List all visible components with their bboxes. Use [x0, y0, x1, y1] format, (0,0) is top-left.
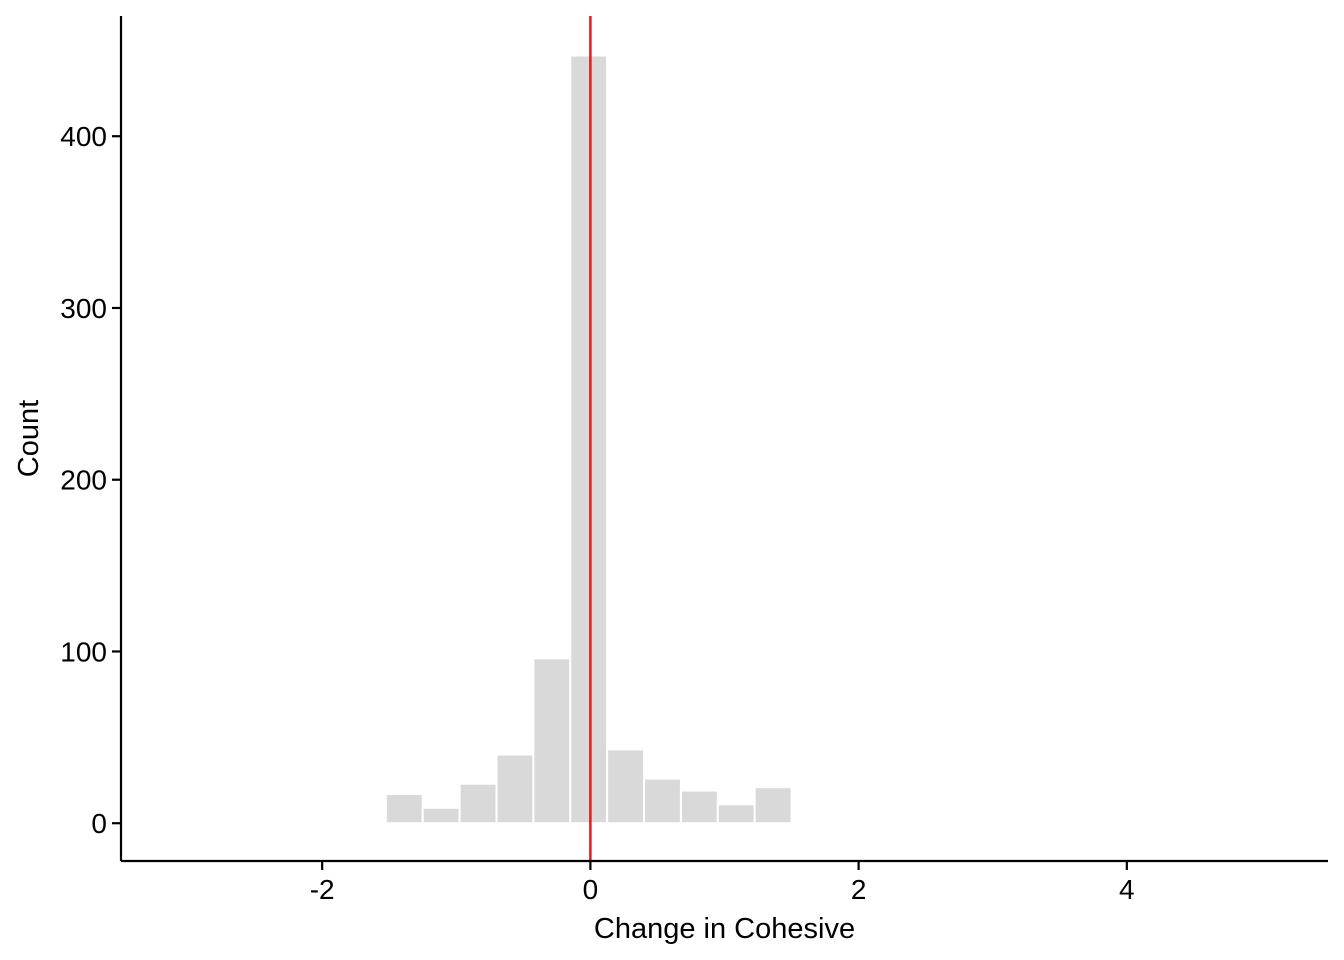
histogram-bar-7: [606, 748, 646, 825]
histogram-bar-3: [458, 782, 498, 825]
histogram-bars: [274, 54, 941, 825]
histogram-bar-9: [679, 789, 719, 825]
x-tick-label: 0: [583, 874, 599, 905]
histogram-bar-0: [274, 820, 314, 825]
y-axis-title: Count: [13, 400, 45, 477]
x-axis-ticks: -2 0 2 4: [310, 861, 1135, 905]
histogram-bar-10: [716, 803, 756, 825]
histogram-bar-6: [569, 54, 609, 825]
x-tick-label: 2: [851, 874, 867, 905]
y-tick-label: 100: [60, 636, 107, 667]
histogram-bar-2: [421, 806, 461, 825]
y-tick-label: 300: [60, 293, 107, 324]
x-tick-label: -2: [310, 874, 335, 905]
y-tick-label: 0: [91, 808, 107, 839]
x-axis-title: Change in Cohesive: [594, 913, 855, 945]
histogram-bar-5: [532, 657, 572, 825]
histogram-bar-4: [495, 753, 535, 825]
histogram-bar-13: [901, 820, 941, 825]
histogram-bar-11: [753, 786, 793, 825]
histogram-bar-8: [643, 777, 682, 825]
histogram-bar-1: [384, 793, 424, 825]
y-tick-label: 200: [60, 465, 107, 496]
histogram-bar-12: [790, 820, 830, 825]
x-tick-label: 4: [1119, 874, 1135, 905]
y-axis-ticks: 0 100 200 300 400: [60, 121, 121, 839]
y-tick-label: 400: [60, 121, 107, 152]
